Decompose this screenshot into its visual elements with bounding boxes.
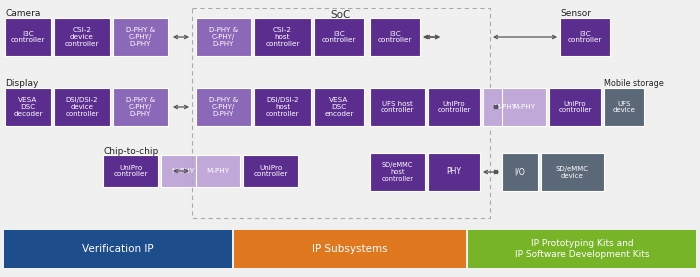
Bar <box>54 18 110 56</box>
Text: Display: Display <box>5 79 38 88</box>
Bar <box>314 18 364 56</box>
Bar <box>113 88 168 126</box>
Text: I3C
controller: I3C controller <box>322 30 356 43</box>
Text: SD/eMMC
host
controller: SD/eMMC host controller <box>382 162 414 182</box>
Text: D-PHY &
C-PHY/
D-PHY: D-PHY & C-PHY/ D-PHY <box>126 27 155 47</box>
Text: M-PHY: M-PHY <box>512 104 536 110</box>
Bar <box>243 155 298 187</box>
Text: CSI-2
device
controller: CSI-2 device controller <box>64 27 99 47</box>
Bar <box>113 18 168 56</box>
Bar <box>370 18 420 56</box>
Text: Verification IP: Verification IP <box>82 244 154 254</box>
Bar <box>161 155 205 187</box>
Text: D-PHY &
C-PHY/
D-PHY: D-PHY & C-PHY/ D-PHY <box>126 97 155 117</box>
Bar <box>428 153 480 191</box>
Bar <box>54 88 110 126</box>
Bar <box>103 155 158 187</box>
Bar <box>234 230 466 268</box>
Text: DSI/DSI-2
device
controller: DSI/DSI-2 device controller <box>65 97 99 117</box>
Bar <box>468 230 696 268</box>
Text: Mobile storage: Mobile storage <box>604 78 664 88</box>
Bar <box>5 88 51 126</box>
Bar <box>192 8 490 218</box>
Text: UniPro
controller: UniPro controller <box>438 101 470 114</box>
Text: CSI-2
host
controller: CSI-2 host controller <box>265 27 300 47</box>
Text: D-PHY &
C-PHY/
D-PHY: D-PHY & C-PHY/ D-PHY <box>209 97 238 117</box>
Text: I3C
controller: I3C controller <box>10 30 46 43</box>
Bar <box>314 88 364 126</box>
Text: Sensor: Sensor <box>560 9 591 19</box>
Bar <box>370 153 425 191</box>
Bar <box>502 153 538 191</box>
Bar <box>428 88 480 126</box>
Bar <box>4 230 232 268</box>
Bar <box>604 88 644 126</box>
Text: UniPro
controller: UniPro controller <box>253 165 288 178</box>
Text: M-PHY: M-PHY <box>494 104 517 110</box>
Text: IP Prototyping Kits and
IP Software Development Kits: IP Prototyping Kits and IP Software Deve… <box>514 239 650 259</box>
Text: VESA
DSC
encoder: VESA DSC encoder <box>324 97 354 117</box>
Text: UFS host
controller: UFS host controller <box>381 101 414 114</box>
Text: DSI/DSI-2
host
controller: DSI/DSI-2 host controller <box>266 97 300 117</box>
Text: I3C
controller: I3C controller <box>568 30 602 43</box>
Bar <box>541 153 604 191</box>
Text: I3C
controller: I3C controller <box>378 30 412 43</box>
Bar <box>560 18 610 56</box>
Bar <box>549 88 601 126</box>
Text: I/O: I/O <box>514 168 526 176</box>
Text: Chip-to-chip: Chip-to-chip <box>103 147 158 155</box>
Text: UFS
device: UFS device <box>612 101 636 114</box>
Bar <box>196 155 240 187</box>
Text: UniPro
controller: UniPro controller <box>113 165 148 178</box>
Text: PHY: PHY <box>447 168 461 176</box>
Text: Camera: Camera <box>5 9 41 19</box>
Bar <box>254 18 311 56</box>
Text: M-PHY: M-PHY <box>172 168 195 174</box>
Text: VESA
DSC
decoder: VESA DSC decoder <box>13 97 43 117</box>
Bar <box>196 88 251 126</box>
Bar <box>254 88 311 126</box>
Text: D-PHY &
C-PHY/
D-PHY: D-PHY & C-PHY/ D-PHY <box>209 27 238 47</box>
Bar <box>370 88 425 126</box>
Bar <box>502 88 546 126</box>
Bar <box>196 18 251 56</box>
Text: UniPro
controller: UniPro controller <box>559 101 592 114</box>
Bar <box>5 18 51 56</box>
Text: SD/eMMC
device: SD/eMMC device <box>556 165 589 178</box>
Text: SoC: SoC <box>331 10 351 20</box>
Bar <box>483 88 527 126</box>
Text: M-PHY: M-PHY <box>206 168 230 174</box>
Text: IP Subsystems: IP Subsystems <box>312 244 388 254</box>
